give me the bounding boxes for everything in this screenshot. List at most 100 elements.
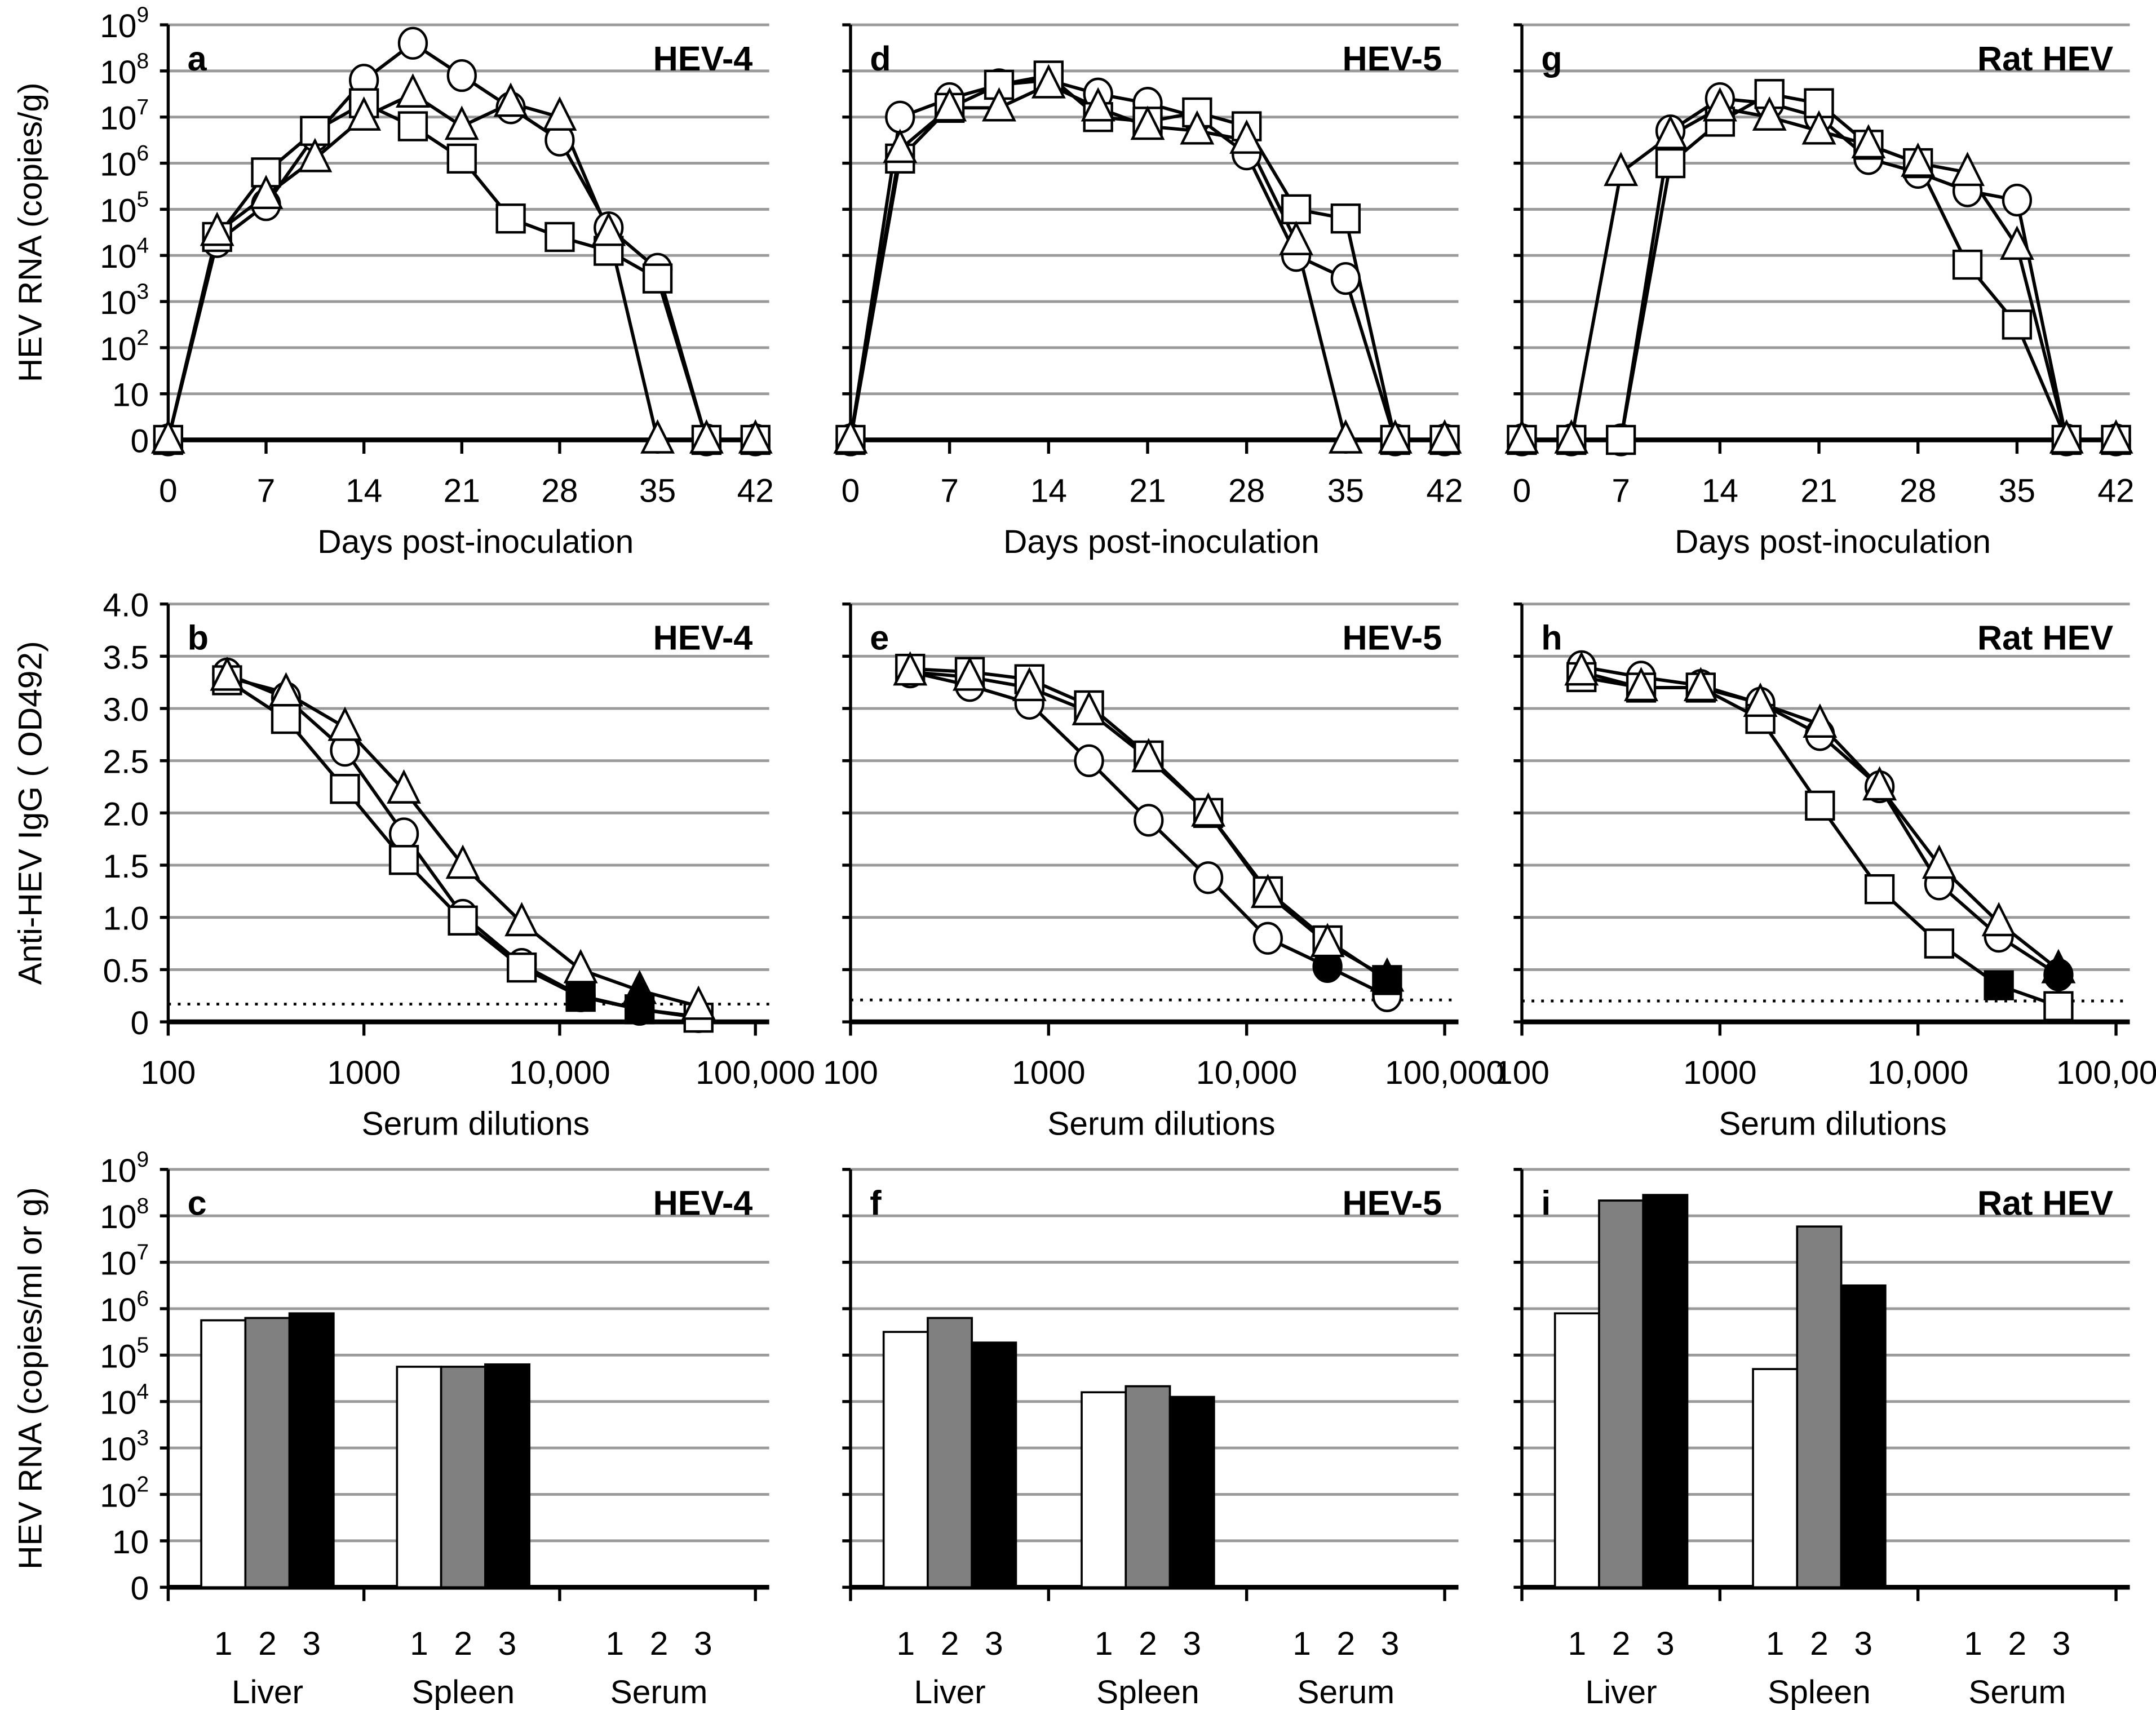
panel-c: 0 10 102 103 104 105 106 107 108 109 HEV RNA (copi… (12, 1148, 769, 1710)
data-point-triangle (1370, 957, 1405, 992)
data-point-triangle (1683, 667, 1718, 702)
x-axis-title: Days post-inoculation (1003, 524, 1320, 560)
panel-letter: g (1541, 39, 1562, 78)
panel-e: e HEV-5 100 1000 10,000 100,000 Serum dilution… (823, 602, 1504, 1142)
data-point-triangle (640, 419, 675, 454)
bar-index-label: 2 (258, 1625, 277, 1662)
category-label: Spleen (411, 1674, 515, 1710)
x-tick-label: 14 (346, 473, 382, 510)
x-axis-title: Days post-inoculation (317, 524, 634, 560)
bar-index-label: 1 (1292, 1625, 1311, 1662)
y-tick-label: 105 (100, 1333, 149, 1375)
data-point-triangle (504, 902, 539, 937)
data-point-triangle (953, 656, 987, 691)
x-tick-label: 28 (541, 473, 578, 510)
panel-letter: c (188, 1184, 207, 1222)
series-line-triangle (1522, 106, 2117, 442)
data-point-triangle (445, 844, 480, 879)
data-point-triangle (1378, 419, 1413, 454)
panel-letter: f (870, 1184, 882, 1222)
panel-title: HEV-5 (1342, 39, 1442, 78)
data-point-triangle (681, 985, 716, 1020)
x-tick-label: 35 (1999, 473, 2035, 510)
y-tick-label: 108 (100, 1194, 149, 1235)
y-tick-label: 104 (100, 233, 149, 275)
x-axis-title: Serum dilutions (362, 1106, 590, 1142)
bar-index-label: 2 (1336, 1625, 1355, 1662)
data-point-triangle (210, 656, 245, 691)
y-tick-label: 108 (100, 49, 149, 91)
panel-title: Rat HEV (1977, 1184, 2113, 1222)
series-line-circle (166, 41, 756, 442)
data-point-triangle (1279, 220, 1313, 255)
y-axis-title: Anti-HEV IgG ( OD492) (12, 641, 48, 985)
bar-index-label: 3 (498, 1625, 517, 1662)
data-point-triangle (1922, 844, 1956, 879)
data-point-square (495, 203, 526, 234)
data-point-triangle (1653, 114, 1688, 149)
data-point-triangle (1981, 902, 2016, 937)
data-point-square (1924, 928, 1955, 959)
x-tick-label: 42 (1426, 473, 1463, 510)
bar-liver-1 (882, 1331, 929, 1589)
data-point-square (565, 981, 596, 1012)
x-tick-label: 0 (159, 473, 178, 510)
data-point-triangle (1081, 87, 1115, 122)
bar-index-label: 3 (1183, 1625, 1201, 1662)
category-label: Serum (1968, 1674, 2066, 1710)
data-point-square (330, 774, 360, 804)
x-tick-label: 7 (257, 473, 276, 510)
data-point-triangle (1950, 152, 1985, 187)
bar-index-label: 3 (1656, 1625, 1675, 1662)
y-tick-label: 102 (100, 1473, 149, 1514)
data-point-circle (1330, 262, 1361, 295)
y-axis-title: HEV RNA (copies/ml or g) (12, 1187, 48, 1570)
data-point-square (1805, 790, 1835, 821)
bar-liver-2 (244, 1317, 291, 1589)
data-point-triangle (327, 706, 362, 741)
bar-index-label: 2 (1810, 1625, 1829, 1662)
bar-liver-3 (1642, 1194, 1689, 1589)
x-tick-label: 7 (940, 473, 959, 510)
bar-index-label: 1 (605, 1625, 624, 1662)
data-point-square (2002, 309, 2033, 340)
data-point-square (1281, 194, 1312, 225)
data-point-square (448, 905, 478, 936)
data-point-triangle (1752, 96, 1787, 131)
data-point-triangle (1180, 110, 1215, 145)
data-point-triangle (1803, 703, 1838, 738)
data-point-triangle (563, 949, 598, 984)
x-tick-label: 21 (1129, 473, 1166, 510)
x-tick-label: 35 (639, 473, 676, 510)
data-point-circle (1193, 861, 1224, 894)
panel-h: h Rat HEV 100 1000 10,000 100,000 Serum diluti… (1494, 602, 2156, 1142)
data-point-triangle (833, 419, 868, 454)
bar-liver-3 (288, 1312, 335, 1589)
data-point-square (271, 703, 302, 734)
data-point-circle (1252, 922, 1283, 955)
bar-liver-1 (200, 1319, 247, 1589)
data-point-circle (388, 817, 419, 850)
bar-index-label: 3 (1381, 1625, 1400, 1662)
data-point-triangle (1743, 683, 1778, 717)
data-point-triangle (932, 87, 967, 122)
x-tick-label: 100,000 (696, 1055, 815, 1091)
x-tick-label: 14 (1702, 473, 1738, 510)
data-point-triangle (249, 175, 284, 210)
data-point-triangle (1328, 419, 1363, 454)
y-tick-label: 3.5 (103, 639, 149, 676)
data-point-square (446, 143, 477, 174)
category-label: Serum (610, 1674, 708, 1710)
data-point-triangle (1250, 874, 1285, 909)
bar-index-label: 1 (1095, 1625, 1113, 1662)
data-point-square (1952, 249, 1983, 280)
bar-index-label: 1 (410, 1625, 428, 1662)
data-point-triangle (387, 769, 422, 804)
y-tick-label: 4.0 (103, 587, 149, 624)
y-tick-label: 10 (112, 1524, 149, 1561)
data-point-triangle (1012, 667, 1047, 702)
bar-index-label: 1 (1766, 1625, 1785, 1662)
data-point-triangle (883, 129, 918, 163)
bar-index-label: 2 (941, 1625, 959, 1662)
